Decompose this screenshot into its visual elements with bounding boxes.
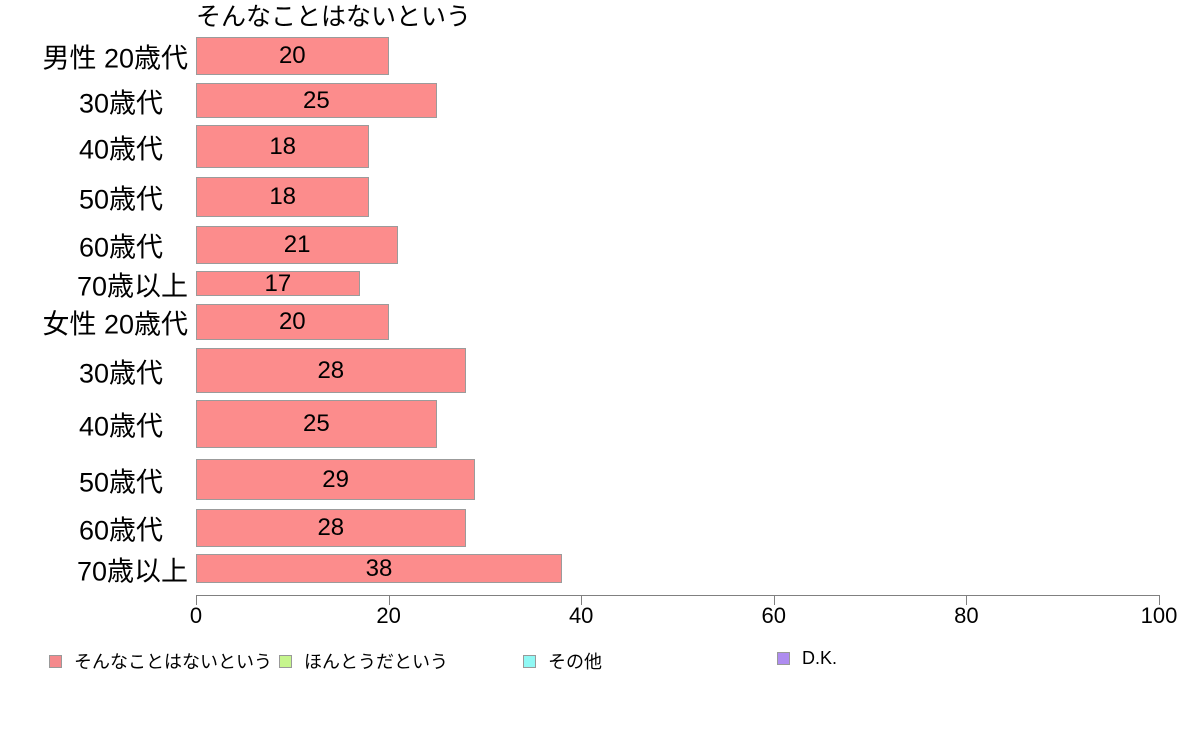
bar: 20 <box>196 304 389 340</box>
category-label: 50歳代 <box>78 184 163 215</box>
x-axis-tick-label: 100 <box>1140 603 1178 628</box>
x-axis-tick-mark <box>966 595 968 605</box>
legend-swatch-icon <box>49 654 62 668</box>
bar-value-label: 18 <box>269 183 297 210</box>
x-axis-tick-mark <box>196 595 197 605</box>
x-axis-tick-label: 60 <box>761 603 787 628</box>
x-axis-tick-mark <box>1159 595 1160 605</box>
bar-value-label: 21 <box>283 231 311 258</box>
bar-value-label: 25 <box>303 410 330 437</box>
category-label: 50歳代 <box>78 467 163 497</box>
category-label: 30歳代 <box>78 358 163 388</box>
x-axis-tick-label: 80 <box>954 603 979 628</box>
x-axis-tick-label: 0 <box>189 603 203 628</box>
x-axis-tick-mark <box>773 595 775 605</box>
legend-item: ほんとうだという <box>279 648 448 674</box>
bar: 18 <box>196 177 370 217</box>
legend-swatch-icon <box>279 654 292 668</box>
category-label: 70歳以上 <box>76 556 188 586</box>
legend-swatch-icon <box>523 654 536 668</box>
legend-item: D.K. <box>777 648 837 669</box>
bar-value-label: 28 <box>317 357 345 384</box>
bar: 18 <box>196 125 370 168</box>
bar-value-label: 18 <box>269 133 297 160</box>
category-label: 70歳以上 <box>76 271 188 301</box>
bar: 38 <box>196 554 562 583</box>
chart-title: そんなことはないという <box>196 3 472 31</box>
bar-value-label: 28 <box>317 514 345 541</box>
x-axis-tick-mark <box>581 595 583 605</box>
x-axis-tick-label: 40 <box>568 603 594 628</box>
bar: 29 <box>196 459 476 500</box>
bar: 17 <box>196 271 360 296</box>
bar-value-label: 17 <box>264 270 292 297</box>
legend-label: ほんとうだという <box>304 652 448 672</box>
category-label: 30歳代 <box>78 88 163 118</box>
bar: 28 <box>196 348 466 393</box>
category-label: 40歳代 <box>78 411 163 442</box>
legend-label: そんなことはないという <box>74 652 272 672</box>
legend-item: その他 <box>523 648 602 674</box>
bar: 20 <box>196 37 389 75</box>
category-label: 60歳代 <box>78 515 163 546</box>
bar: 21 <box>196 226 399 264</box>
bar: 25 <box>196 400 437 448</box>
bar-value-label: 25 <box>303 87 330 114</box>
x-axis-line <box>196 595 1159 596</box>
legend-swatch-icon <box>777 652 790 665</box>
bar-value-label: 38 <box>365 555 393 582</box>
bar: 25 <box>196 83 437 118</box>
category-label: 60歳代 <box>78 232 163 263</box>
bar: 28 <box>196 509 466 547</box>
legend-label: その他 <box>548 652 602 672</box>
bar-value-label: 20 <box>278 42 306 69</box>
category-label: 40歳代 <box>78 134 163 164</box>
x-axis-tick-label: 20 <box>376 603 401 628</box>
legend-item: そんなことはないという <box>49 648 272 674</box>
x-axis-tick-mark <box>388 595 390 605</box>
category-label: 女性 20歳代 <box>42 309 188 340</box>
bar-value-label: 20 <box>278 308 306 335</box>
bar-value-label: 29 <box>322 466 349 493</box>
category-label: 男性 20歳代 <box>42 43 188 74</box>
legend-label: D.K. <box>802 648 838 668</box>
